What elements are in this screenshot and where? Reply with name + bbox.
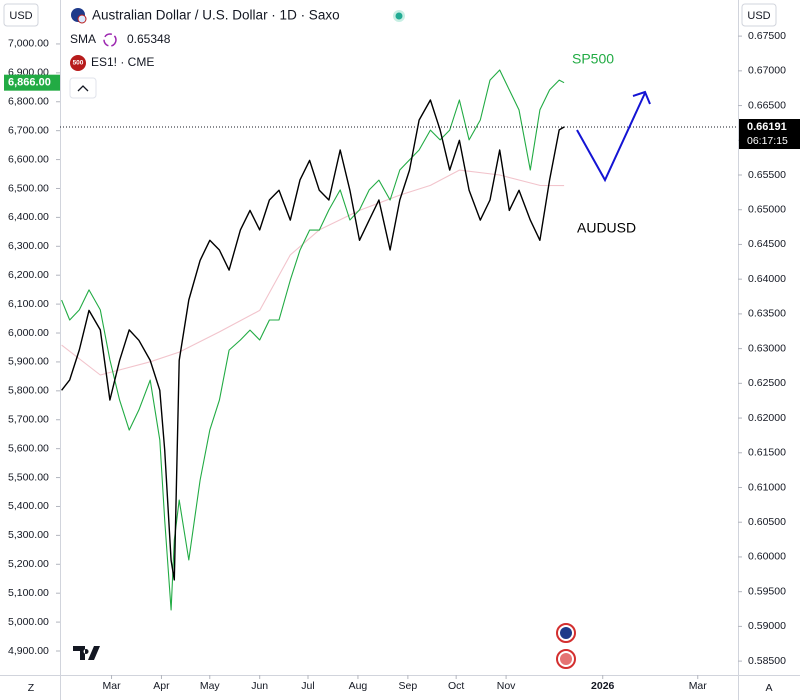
y-tick-label: 7,000.00 bbox=[8, 38, 49, 50]
y-tick-label: 5,700.00 bbox=[8, 414, 49, 426]
y-tick-label: 5,200.00 bbox=[8, 558, 49, 570]
y2-tick-label: 0.60500 bbox=[748, 516, 786, 528]
y-tick-label: 6,700.00 bbox=[8, 124, 49, 136]
y-tick-label: 6,300.00 bbox=[8, 240, 49, 252]
forecast-arrowhead bbox=[632, 90, 651, 105]
y2-tick-label: 0.59000 bbox=[748, 620, 786, 632]
y2-tick-label: 0.58500 bbox=[748, 655, 786, 667]
overlay: USD USD Australian Dollar / U.S. Dollar … bbox=[3, 3, 800, 695]
countdown-label: 06:17:15 bbox=[747, 135, 788, 147]
tradingview-logo bbox=[73, 646, 100, 660]
y2-tick-label: 0.67000 bbox=[748, 65, 786, 77]
x-tick-label: Jun bbox=[251, 680, 268, 692]
y-tick-label: 5,800.00 bbox=[8, 385, 49, 397]
y2-tick-label: 0.65000 bbox=[748, 204, 786, 216]
price-tag bbox=[739, 119, 800, 150]
y2-tick-label: 0.63500 bbox=[748, 308, 786, 320]
x-tick-label: Nov bbox=[497, 680, 516, 692]
indicator-icon bbox=[103, 33, 117, 47]
y2-tick-label: 0.62500 bbox=[748, 377, 786, 389]
y-tick-label: 5,900.00 bbox=[8, 356, 49, 368]
scale-button-label: Z bbox=[28, 682, 35, 694]
legend-value: 0.65348 bbox=[127, 32, 171, 46]
y-tick-label: 5,100.00 bbox=[8, 587, 49, 599]
plot-area bbox=[60, 69, 738, 611]
y2-tick-label: 0.64500 bbox=[748, 238, 786, 250]
y2-tick-label: 0.64000 bbox=[748, 273, 786, 285]
x-tick-label: Mar bbox=[689, 680, 708, 692]
y-tick-label: 6,200.00 bbox=[8, 269, 49, 281]
x-tick-label: Sep bbox=[399, 680, 418, 692]
scale-button[interactable] bbox=[22, 679, 40, 695]
x-tick-label: 2026 bbox=[591, 680, 615, 692]
y2-tick-label: 0.63000 bbox=[748, 342, 786, 354]
y-tick-label: 5,400.00 bbox=[8, 500, 49, 512]
x-tick-label: Jul bbox=[301, 680, 314, 692]
legend-entry: SMA bbox=[70, 32, 96, 46]
y2-tick-label: 0.67500 bbox=[748, 30, 786, 42]
currency-label: USD bbox=[9, 10, 32, 22]
y-tick-label: 5,600.00 bbox=[8, 442, 49, 454]
y2-tick-label: 0.61500 bbox=[748, 447, 786, 459]
y2-tick-label: 0.59500 bbox=[748, 585, 786, 597]
collapse-icon bbox=[77, 85, 89, 92]
symbol-flag-icon bbox=[77, 14, 87, 24]
price-tag bbox=[4, 74, 60, 91]
y2-tick-label: 0.66500 bbox=[748, 99, 786, 111]
y2-tick-label: 0.60000 bbox=[748, 551, 786, 563]
y-tick-label: 6,500.00 bbox=[8, 182, 49, 194]
y-tick-label: 5,000.00 bbox=[8, 616, 49, 628]
y-tick-label: 6,000.00 bbox=[8, 327, 49, 339]
forecast-arrow bbox=[576, 92, 646, 183]
series-line bbox=[61, 69, 565, 611]
collapse-legend-button[interactable] bbox=[69, 77, 97, 99]
x-tick-label: Apr bbox=[153, 680, 170, 692]
es-icon-label: 500 bbox=[73, 60, 84, 67]
currency-button[interactable] bbox=[3, 3, 39, 27]
x-tick-label: Mar bbox=[102, 680, 121, 692]
annotation: SP500 bbox=[572, 51, 614, 67]
y-tick-label: 6,100.00 bbox=[8, 298, 49, 310]
market-status bbox=[395, 12, 403, 20]
annotation: AUDUSD bbox=[577, 220, 636, 236]
y2-tick-label: 0.61000 bbox=[748, 481, 786, 493]
x-tick-label: Oct bbox=[448, 680, 464, 692]
series-line bbox=[61, 99, 565, 581]
price-tag-label: 6,866.00 bbox=[8, 77, 51, 89]
price-tag-label: 0.66191 bbox=[747, 121, 787, 133]
y-tick-label: 6,800.00 bbox=[8, 96, 49, 108]
y2-tick-label: 0.65500 bbox=[748, 169, 786, 181]
auto-scale-label: A bbox=[765, 682, 772, 694]
auto-scale-button[interactable] bbox=[760, 679, 778, 695]
y-tick-label: 4,900.00 bbox=[8, 645, 49, 657]
legend-entry: ES1! · CME bbox=[91, 55, 154, 69]
y-tick-label: 6,600.00 bbox=[8, 153, 49, 165]
currency-button[interactable] bbox=[741, 3, 777, 27]
y-tick-label: 6,400.00 bbox=[8, 211, 49, 223]
event-flag-icon bbox=[560, 653, 572, 665]
es-icon bbox=[70, 55, 86, 71]
chart-title: Australian Dollar / U.S. Dollar · 1D · S… bbox=[92, 8, 340, 23]
y2-tick-label: 0.62000 bbox=[748, 412, 786, 424]
event-flag-icon bbox=[560, 627, 572, 639]
x-tick-label: May bbox=[200, 680, 221, 692]
x-tick-label: Aug bbox=[349, 680, 368, 692]
currency-label: USD bbox=[747, 10, 770, 22]
y-tick-label: 5,300.00 bbox=[8, 529, 49, 541]
y-tick-label: 5,500.00 bbox=[8, 471, 49, 483]
